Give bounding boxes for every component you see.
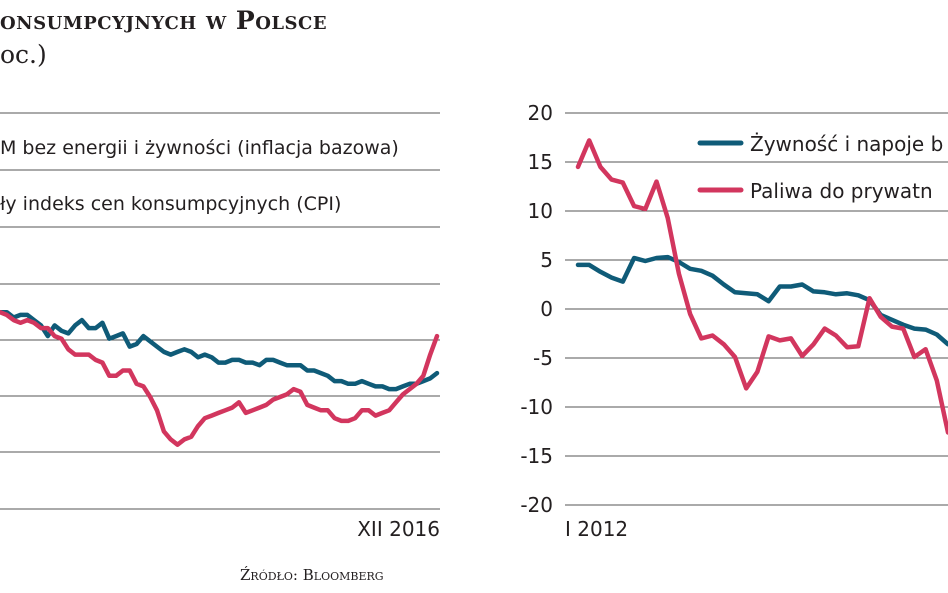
right-y-tick-label-4: 0: [540, 297, 553, 321]
chart-title: onsumpcyjnych w Polsce: [0, 6, 328, 35]
right-y-tick-label-3: 5: [540, 248, 553, 272]
left-legend-label-0: M bez energii i żywności (inflacja bazow…: [0, 137, 399, 159]
left-series-line-0: [0, 309, 440, 392]
right-series-line-0: [575, 254, 948, 347]
right-y-tick-label-2: 10: [528, 199, 553, 223]
right-y-tick-label-0: 20: [528, 101, 553, 125]
right-x-label-start: I 2012: [565, 517, 628, 541]
left-x-label-end: XII 2016: [357, 517, 440, 541]
right-y-tick-label-6: -10: [520, 395, 553, 419]
chart-subtitle: oc.): [0, 40, 47, 69]
right-legend-label-0: Żywność i napoje b: [750, 132, 943, 156]
right-y-tick-label-1: 15: [528, 150, 553, 174]
source-note: Źródło: Bloomberg: [240, 566, 384, 584]
left-series-line-1: [0, 309, 440, 447]
right-y-tick-label-5: -5: [533, 346, 553, 370]
right-y-tick-label-7: -15: [520, 444, 553, 468]
right-series-line-1: [575, 138, 948, 435]
right-y-tick-label-8: -20: [520, 493, 553, 517]
left-legend-label-1: ły indeks cen konsumpcyjnych (CPI): [0, 193, 341, 215]
right-legend-label-1: Paliwa do prywatn: [750, 179, 933, 203]
